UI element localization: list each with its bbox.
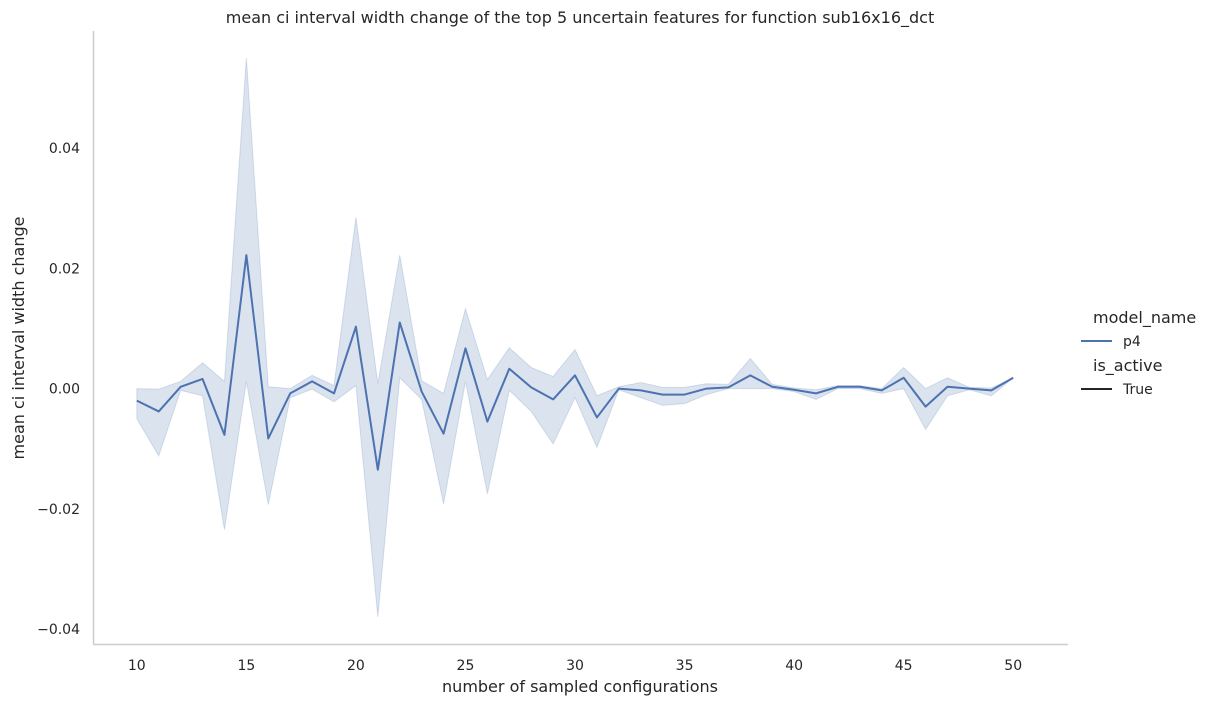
data-point: [683, 393, 687, 397]
data-point: [529, 385, 533, 389]
data-point: [244, 253, 248, 257]
x-axis-label: number of sampled configurations: [442, 677, 718, 696]
data-point: [814, 391, 818, 395]
data-point: [332, 391, 336, 395]
legend-style-entry: True: [1122, 382, 1153, 398]
y-tick-label: −0.02: [37, 502, 80, 518]
legend-hue-title: model_name: [1093, 308, 1196, 328]
data-point: [726, 385, 730, 389]
data-point: [661, 393, 665, 397]
data-point: [704, 387, 708, 391]
data-point: [880, 388, 884, 392]
data-point: [617, 387, 621, 391]
data-point: [420, 390, 424, 394]
legend-style-title: is_active: [1093, 356, 1162, 376]
data-point: [1011, 376, 1015, 380]
data-point: [989, 388, 993, 392]
x-tick-label: 20: [347, 658, 365, 674]
data-point: [354, 325, 358, 329]
data-point: [485, 420, 489, 424]
data-point: [792, 388, 796, 392]
x-tick-label: 30: [566, 658, 584, 674]
y-axis-label: mean ci interval width change: [9, 217, 28, 460]
x-tick-label: 25: [457, 658, 475, 674]
confidence-band-layer: [136, 58, 1014, 618]
data-point: [595, 415, 599, 419]
y-tick-label: 0.04: [49, 141, 80, 157]
data-point: [945, 385, 949, 389]
data-point: [288, 391, 292, 395]
x-tick-label: 40: [785, 658, 803, 674]
data-point: [858, 385, 862, 389]
legend-hue-entry: p4: [1123, 334, 1141, 350]
data-point: [836, 385, 840, 389]
x-tick-layer: 10 15 20 25 30 35 40 45 50: [128, 658, 1022, 674]
x-tick-label: 10: [128, 658, 146, 674]
data-point: [639, 388, 643, 392]
data-point: [463, 346, 467, 350]
data-point: [902, 376, 906, 380]
legend: model_name p4 is_active True: [1081, 308, 1196, 398]
data-point: [266, 436, 270, 440]
x-tick-label: 50: [1004, 658, 1022, 674]
data-point: [748, 373, 752, 377]
data-point: [135, 399, 139, 403]
series-line-p4: [136, 254, 1014, 471]
data-point: [770, 385, 774, 389]
x-tick-label: 35: [676, 658, 694, 674]
data-point: [222, 433, 226, 437]
y-tick-layer: −0.04 −0.02 0.00 0.02 0.04: [37, 141, 80, 638]
data-point: [573, 373, 577, 377]
data-point: [442, 432, 446, 436]
data-point: [157, 409, 161, 413]
y-tick-label: 0.02: [49, 261, 80, 277]
data-point: [201, 377, 205, 381]
confidence-band-p4: [136, 58, 1014, 618]
y-tick-label: 0.00: [49, 382, 80, 398]
data-point: [376, 468, 380, 472]
data-point: [179, 385, 183, 389]
x-tick-label: 15: [237, 658, 255, 674]
data-point: [507, 367, 511, 371]
y-tick-label: −0.04: [37, 622, 80, 638]
data-point: [398, 320, 402, 324]
line-layer: [135, 253, 1015, 472]
data-point: [551, 397, 555, 401]
data-point: [924, 405, 928, 409]
plot-area: [135, 58, 1015, 618]
chart-title: mean ci interval width change of the top…: [226, 8, 934, 28]
data-point: [967, 387, 971, 391]
data-point: [310, 379, 314, 383]
x-tick-label: 45: [895, 658, 913, 674]
